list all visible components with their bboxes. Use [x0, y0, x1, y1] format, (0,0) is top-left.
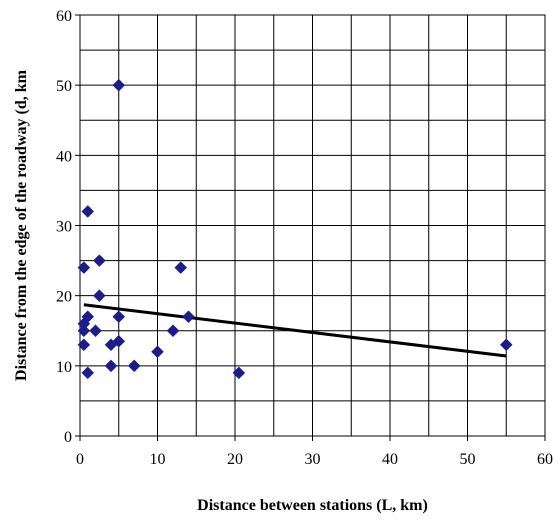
data-point [232, 366, 246, 380]
x-tick-label: 0 [76, 451, 84, 468]
data-point [127, 359, 141, 373]
trendline-group [83, 303, 507, 358]
data-point [81, 205, 95, 218]
data-point [77, 261, 91, 274]
x-tick-label: 50 [460, 451, 476, 468]
data-point [151, 345, 164, 359]
x-tick-label: 30 [305, 451, 321, 468]
y-tick-label: 40 [56, 148, 72, 165]
x-tick-label: 10 [150, 451, 166, 468]
y-axis-title: Distance from the edge of the roadway (d… [13, 69, 30, 381]
data-point [93, 254, 106, 267]
y-tick-label: 50 [56, 78, 72, 95]
data-point [81, 310, 95, 324]
y-tick-label: 60 [56, 8, 72, 25]
x-axis-title: Distance between stations (L, km) [197, 497, 428, 514]
x-tick-label: 60 [537, 451, 553, 468]
data-point [112, 78, 126, 92]
y-tick-label: 20 [56, 289, 72, 306]
y-tick-label: 0 [64, 429, 72, 446]
data-point [174, 261, 188, 274]
trendline [83, 303, 507, 358]
data-point [112, 310, 126, 324]
data-points [77, 78, 513, 380]
data-point [93, 289, 106, 303]
y-tick-label: 10 [56, 359, 72, 376]
x-tick-label: 40 [382, 451, 398, 468]
data-point [166, 324, 180, 338]
data-point [81, 366, 95, 380]
data-point [89, 324, 102, 338]
data-point [104, 359, 118, 373]
data-point [77, 324, 91, 338]
gridlines [79, 14, 546, 437]
x-tick-label: 20 [227, 451, 243, 468]
data-point [182, 310, 195, 324]
y-tick-label: 30 [56, 219, 72, 236]
axis-ticks: 0 10 20 30 40 50 60 0 10 20 30 40 50 60 [56, 8, 553, 468]
data-point [112, 334, 126, 348]
data-point [77, 338, 91, 352]
data-point [499, 338, 513, 352]
